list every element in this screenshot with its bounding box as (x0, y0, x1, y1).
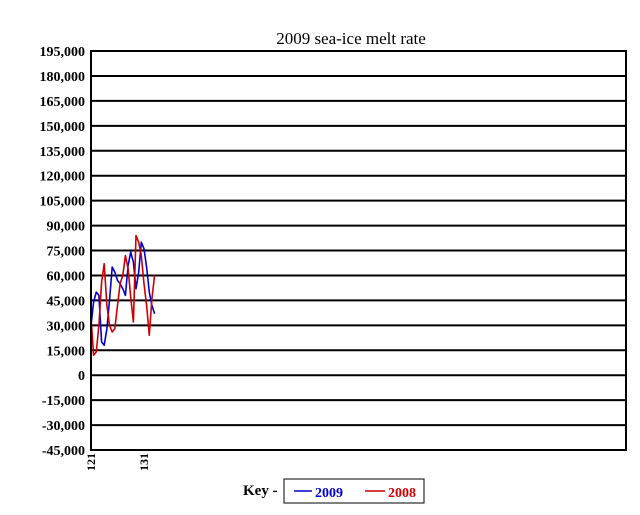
y-tick-label: 15,000 (47, 344, 86, 359)
plot-border (90, 50, 627, 451)
legend-label-2008: 2008 (388, 486, 416, 501)
y-tick-label: 135,000 (40, 145, 86, 160)
y-tick-label: 150,000 (40, 120, 86, 135)
legend: Key - 2009 2008 (243, 478, 425, 504)
y-tick-label: 105,000 (40, 195, 86, 210)
legend-label-2009: 2009 (315, 486, 343, 501)
y-tick-label: 45,000 (47, 294, 86, 309)
y-tick-label: -15,000 (42, 394, 85, 409)
y-tick-label: 165,000 (40, 95, 86, 110)
y-axis-ticks: 195,000 180,000 165,000 150,000 135,000 120,0… (40, 45, 86, 459)
series-line-2009 (90, 241, 156, 347)
y-tick-label: 60,000 (47, 269, 86, 284)
chart-title: 2009 sea-ice melt rate (276, 29, 426, 48)
y-tick-label: 195,000 (40, 45, 86, 60)
y-tick-label: 180,000 (40, 70, 86, 85)
y-tick-label: 90,000 (47, 220, 86, 235)
y-tick-label: 30,000 (47, 319, 86, 334)
series-line-2008 (90, 234, 156, 357)
y-tick-label: 120,000 (40, 170, 86, 185)
y-tick-label: -30,000 (42, 419, 85, 434)
gridlines (91, 74, 626, 427)
x-tick-label: 121 (84, 453, 98, 471)
series-lines (90, 234, 156, 357)
x-axis-ticks: 121 131 (84, 453, 151, 471)
legend-prefix: Key - (243, 483, 278, 499)
y-tick-label: 0 (78, 369, 85, 384)
y-tick-label: -45,000 (42, 444, 85, 459)
y-tick-label: 75,000 (47, 245, 86, 260)
x-tick-label: 131 (137, 453, 151, 471)
